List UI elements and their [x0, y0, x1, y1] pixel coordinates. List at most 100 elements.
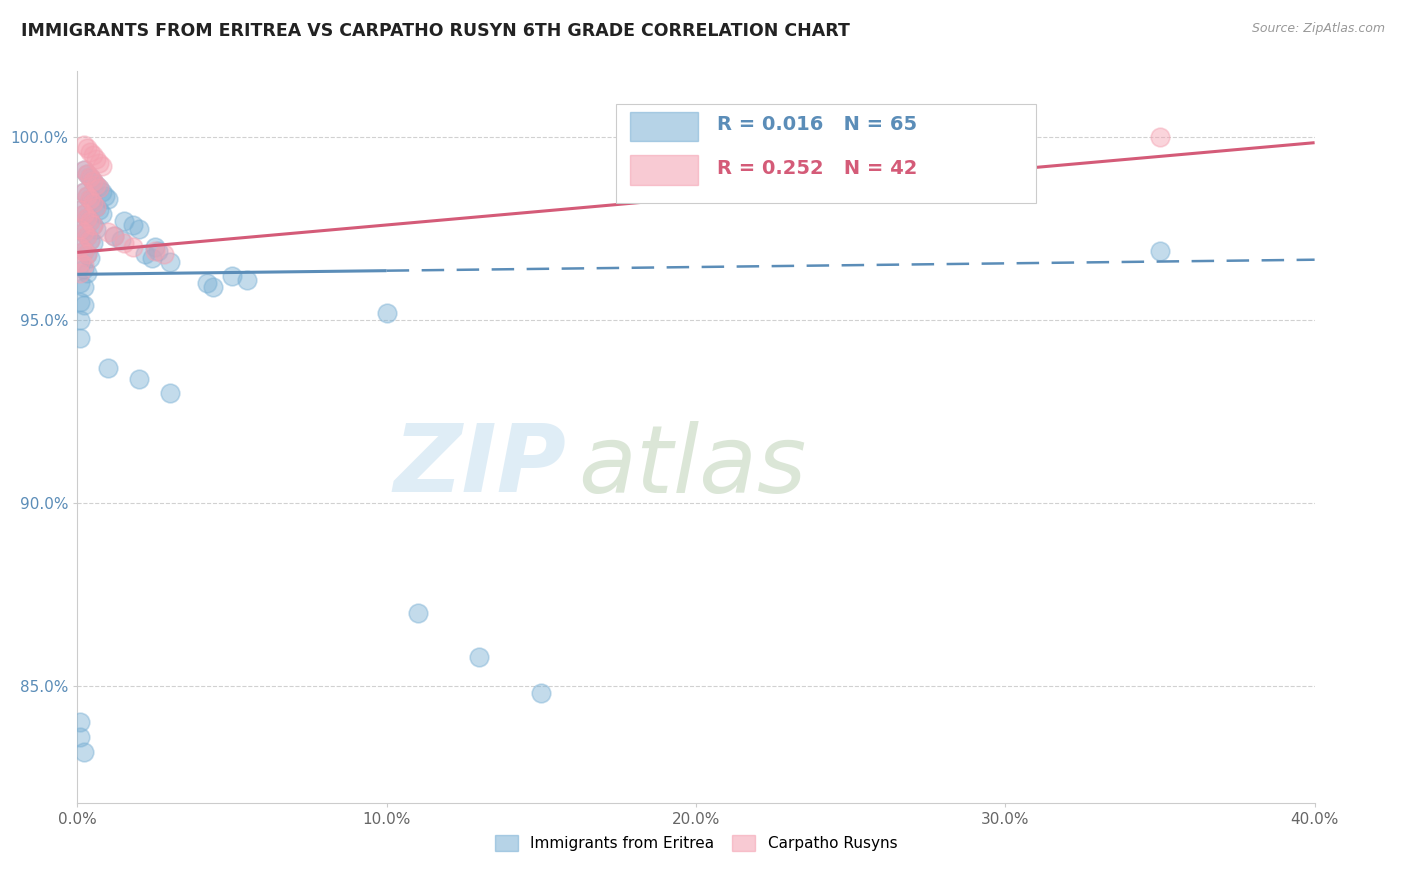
- Point: [103, 229, 125, 244]
- Point: [122, 218, 145, 232]
- Point: [87, 155, 110, 169]
- Point: [103, 229, 125, 244]
- Point: [72, 163, 94, 178]
- Point: [76, 167, 98, 181]
- Point: [530, 686, 553, 700]
- Point: [76, 188, 98, 202]
- Point: [69, 313, 91, 327]
- Point: [72, 298, 94, 312]
- Point: [82, 196, 104, 211]
- Point: [159, 386, 181, 401]
- Point: [94, 188, 117, 202]
- Point: [79, 233, 101, 247]
- Point: [69, 258, 91, 272]
- Text: R = 0.016   N = 65: R = 0.016 N = 65: [717, 115, 917, 135]
- Point: [112, 236, 135, 251]
- Point: [79, 214, 101, 228]
- Text: IMMIGRANTS FROM ERITREA VS CARPATHO RUSYN 6TH GRADE CORRELATION CHART: IMMIGRANTS FROM ERITREA VS CARPATHO RUSY…: [21, 22, 851, 40]
- Point: [72, 244, 94, 258]
- Point: [82, 236, 104, 251]
- Point: [79, 214, 101, 228]
- Point: [72, 280, 94, 294]
- Point: [110, 233, 132, 247]
- Point: [76, 229, 98, 244]
- Point: [84, 200, 107, 214]
- Point: [82, 174, 104, 188]
- Point: [79, 193, 101, 207]
- Point: [84, 178, 107, 192]
- Point: [72, 225, 94, 239]
- Point: [79, 193, 101, 207]
- Point: [76, 229, 98, 244]
- Point: [69, 221, 91, 235]
- Point: [1149, 130, 1171, 145]
- FancyBboxPatch shape: [630, 112, 699, 141]
- Point: [76, 266, 98, 280]
- Point: [79, 170, 101, 185]
- Legend: Immigrants from Eritrea, Carpatho Rusyns: Immigrants from Eritrea, Carpatho Rusyns: [489, 830, 903, 857]
- Point: [82, 174, 104, 188]
- Point: [143, 240, 166, 254]
- FancyBboxPatch shape: [630, 155, 699, 185]
- Point: [69, 254, 91, 268]
- Point: [375, 306, 398, 320]
- Point: [69, 203, 91, 218]
- Point: [97, 225, 120, 239]
- Text: R = 0.252   N = 42: R = 0.252 N = 42: [717, 159, 917, 178]
- Point: [76, 167, 98, 181]
- Point: [236, 273, 259, 287]
- Point: [72, 207, 94, 221]
- Point: [79, 251, 101, 265]
- Text: atlas: atlas: [578, 421, 807, 512]
- Point: [141, 251, 163, 265]
- Point: [82, 218, 104, 232]
- Point: [72, 745, 94, 759]
- Point: [112, 214, 135, 228]
- Point: [128, 371, 150, 385]
- Point: [82, 196, 104, 211]
- Point: [69, 294, 91, 309]
- Point: [202, 280, 225, 294]
- Point: [84, 200, 107, 214]
- Point: [79, 233, 101, 247]
- Point: [143, 244, 166, 258]
- Point: [97, 360, 120, 375]
- Point: [72, 258, 94, 272]
- Point: [84, 221, 107, 235]
- Point: [76, 247, 98, 261]
- Point: [84, 152, 107, 166]
- Point: [72, 225, 94, 239]
- Point: [97, 193, 120, 207]
- Point: [69, 715, 91, 730]
- Point: [82, 148, 104, 162]
- Point: [76, 211, 98, 225]
- Point: [122, 240, 145, 254]
- Point: [69, 203, 91, 218]
- Point: [91, 185, 114, 199]
- Point: [72, 207, 94, 221]
- Point: [87, 181, 110, 195]
- Text: Source: ZipAtlas.com: Source: ZipAtlas.com: [1251, 22, 1385, 36]
- Point: [406, 606, 429, 620]
- Point: [76, 247, 98, 261]
- Point: [72, 137, 94, 152]
- Point: [72, 163, 94, 178]
- Point: [72, 185, 94, 199]
- Point: [72, 244, 94, 258]
- FancyBboxPatch shape: [616, 104, 1036, 203]
- Point: [128, 221, 150, 235]
- Point: [76, 188, 98, 202]
- Point: [79, 145, 101, 159]
- Point: [195, 277, 218, 291]
- Point: [153, 247, 176, 261]
- Point: [91, 160, 114, 174]
- Point: [76, 211, 98, 225]
- Text: ZIP: ZIP: [394, 420, 567, 512]
- Point: [87, 181, 110, 195]
- Point: [221, 269, 243, 284]
- Point: [159, 254, 181, 268]
- Point: [87, 203, 110, 218]
- Point: [69, 240, 91, 254]
- Point: [79, 170, 101, 185]
- Point: [91, 207, 114, 221]
